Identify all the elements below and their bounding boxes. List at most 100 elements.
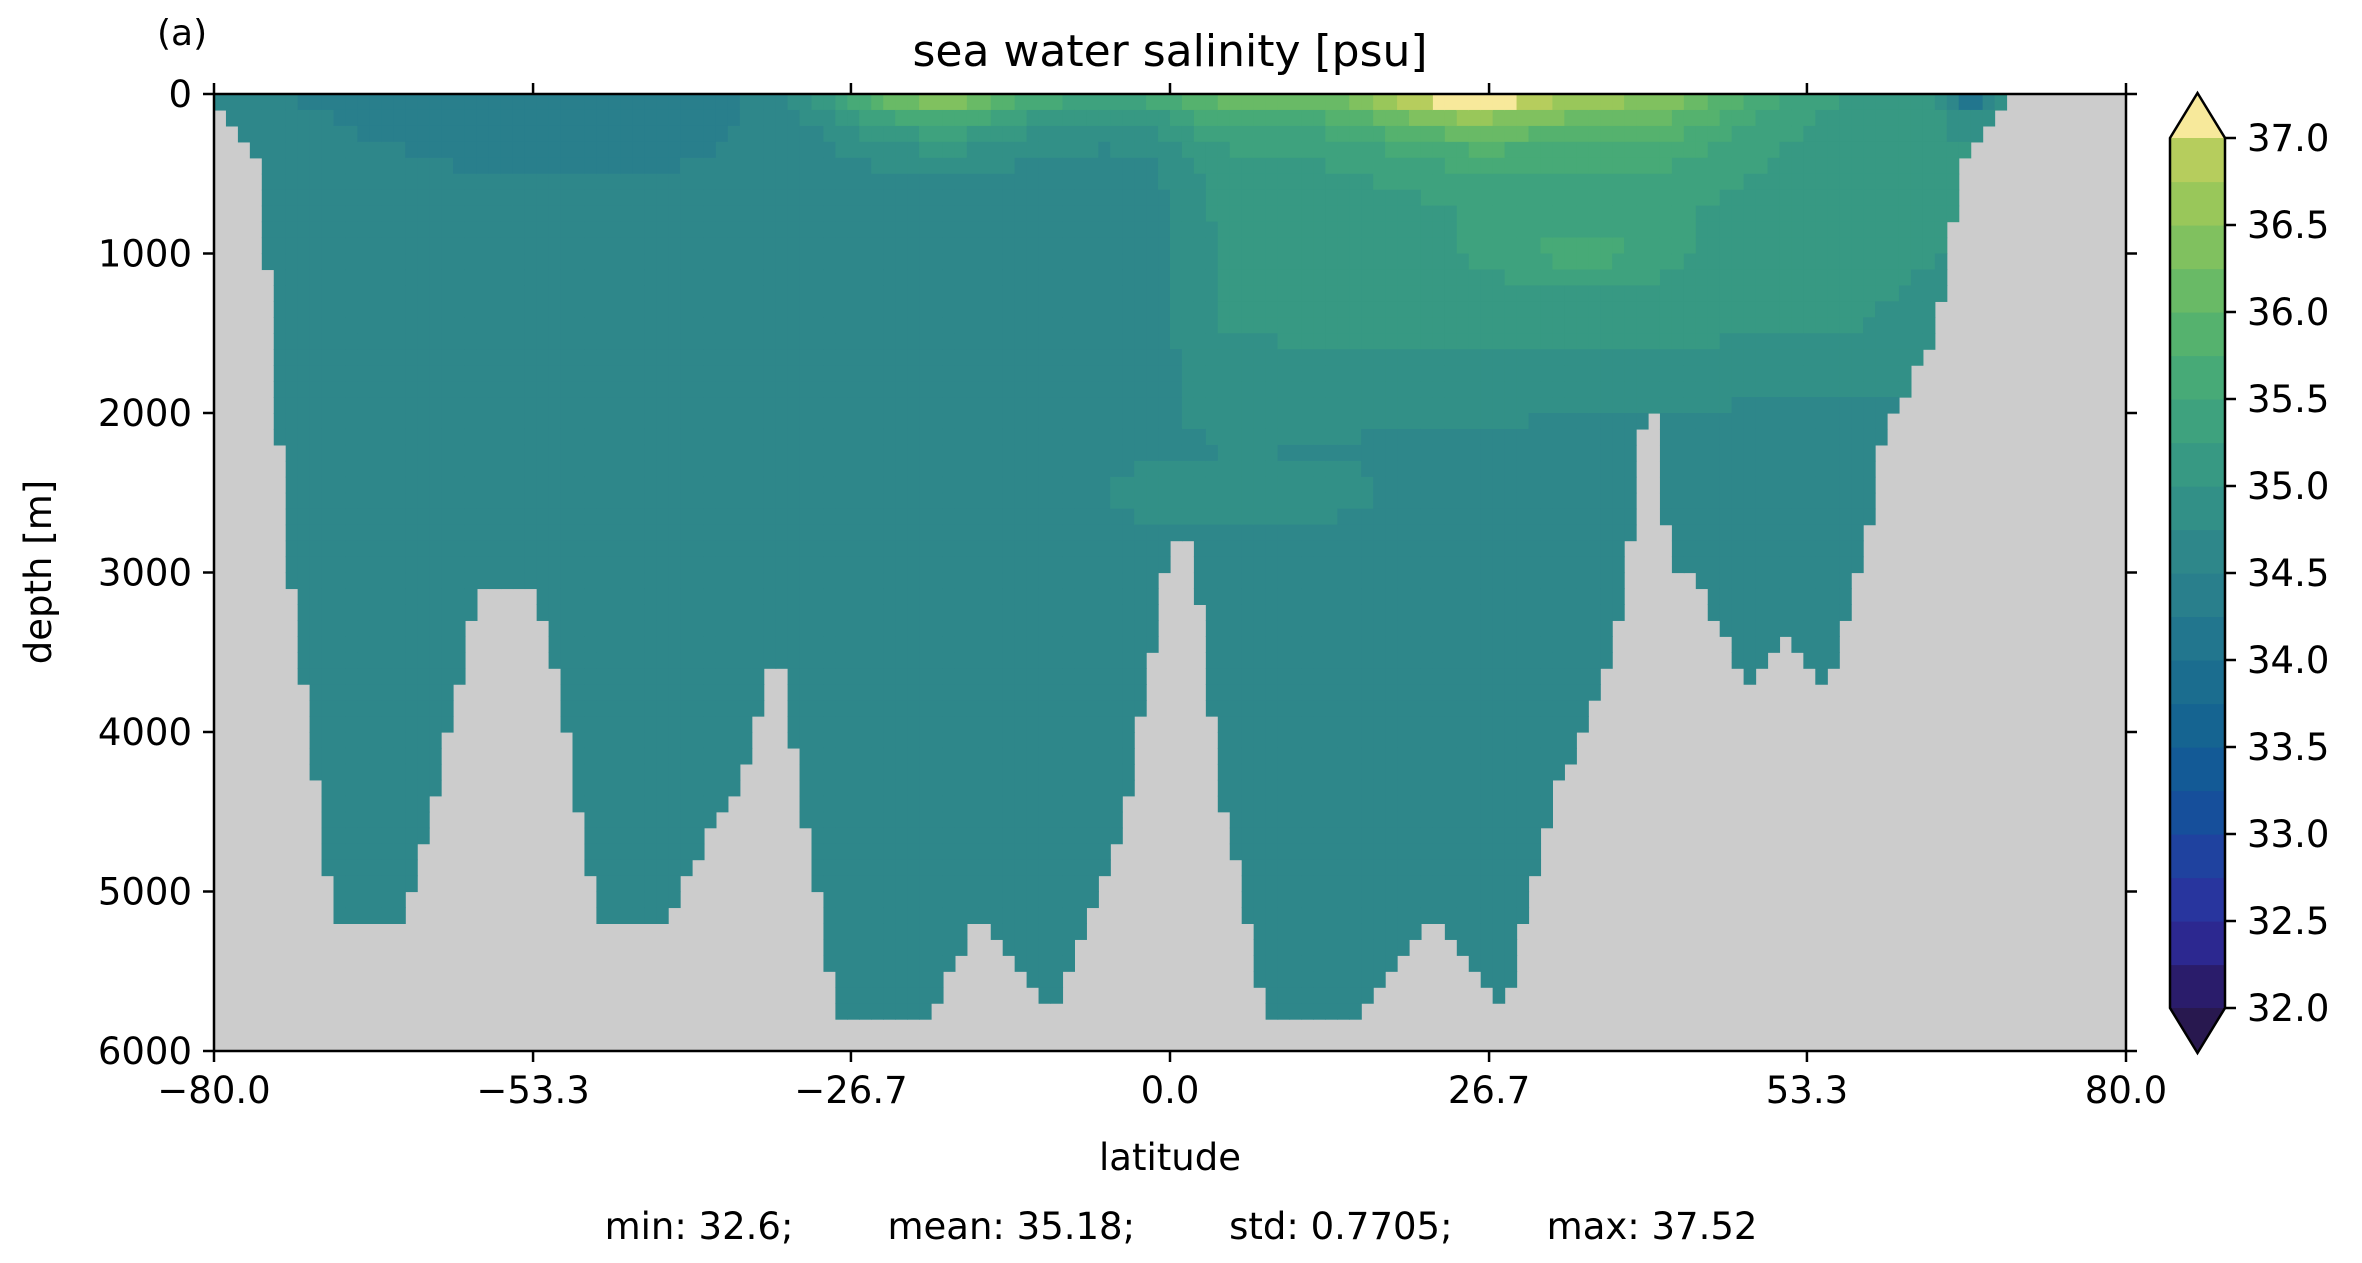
salinity-cell (907, 875, 920, 893)
salinity-cell (895, 955, 908, 972)
salinity-cell (1432, 365, 1446, 382)
salinity-cell (1468, 285, 1482, 302)
salinity-cell (1349, 652, 1362, 669)
salinity-cell (524, 476, 538, 494)
salinity-cell (1277, 444, 1291, 462)
salinity-cell (1468, 237, 1482, 255)
salinity-cell (345, 492, 358, 510)
salinity-cell (321, 141, 335, 159)
salinity-cell (1002, 524, 1016, 542)
salinity-cell (1062, 157, 1075, 175)
salinity-cell (572, 349, 586, 366)
salinity-cell (369, 811, 382, 829)
salinity-cell (488, 109, 502, 127)
salinity-cell (453, 476, 466, 494)
salinity-cell (273, 428, 287, 446)
salinity-cell (620, 859, 633, 877)
salinity-cell (811, 173, 825, 191)
salinity-cell (1468, 125, 1482, 143)
salinity-cell (703, 652, 717, 669)
salinity-cell (680, 460, 693, 478)
salinity-cell (1026, 94, 1040, 111)
salinity-cell (1038, 524, 1052, 542)
salinity-cell (1110, 444, 1123, 462)
salinity-cell (297, 109, 311, 127)
salinity-cell (680, 397, 693, 414)
salinity-cell (453, 668, 466, 685)
salinity-cell (464, 141, 478, 159)
salinity-cell (572, 636, 586, 653)
salinity-cell (799, 636, 813, 653)
salinity-cell (1158, 540, 1171, 558)
salinity-cell (895, 365, 908, 382)
salinity-cell (1050, 779, 1064, 797)
salinity-cell (1492, 732, 1506, 749)
salinity-cell (1432, 716, 1446, 733)
salinity-cell (321, 572, 335, 590)
salinity-cell (990, 811, 1004, 829)
salinity-cell (1241, 795, 1255, 813)
salinity-cell (1325, 763, 1338, 781)
salinity-cell (787, 476, 801, 494)
salinity-cell (799, 285, 813, 302)
salinity-cell (1062, 923, 1075, 940)
salinity-cell (1110, 572, 1123, 590)
salinity-cell (1026, 572, 1040, 590)
salinity-cell (1026, 508, 1040, 526)
salinity-cell (214, 94, 227, 111)
salinity-cell (1289, 875, 1303, 893)
salinity-cell (1349, 365, 1362, 382)
salinity-cell (978, 317, 992, 334)
salinity-cell (1110, 141, 1123, 159)
salinity-cell (1385, 620, 1398, 637)
salinity-cell (1420, 843, 1434, 861)
salinity-cell (1420, 428, 1434, 446)
salinity-cell (883, 971, 896, 988)
salinity-cell (381, 317, 394, 334)
salinity-cell (966, 508, 980, 526)
salinity-cell (1253, 492, 1267, 510)
salinity-cell (560, 221, 574, 239)
salinity-cell (1026, 588, 1040, 605)
salinity-cell (572, 508, 586, 526)
salinity-cell (1217, 349, 1231, 366)
salinity-cell (1313, 732, 1326, 749)
salinity-cell (381, 795, 394, 813)
salinity-cell (680, 763, 693, 781)
salinity-cell (261, 189, 275, 207)
salinity-cell (405, 492, 418, 510)
salinity-cell (835, 572, 848, 590)
salinity-cell (644, 891, 657, 909)
salinity-cell (584, 795, 597, 813)
salinity-cell (1420, 365, 1434, 382)
salinity-cell (1146, 381, 1159, 398)
salinity-cell (321, 221, 335, 239)
salinity-cell (1146, 476, 1159, 494)
salinity-cell (1301, 141, 1314, 159)
salinity-cell (1205, 333, 1219, 350)
salinity-cell (1241, 875, 1255, 893)
salinity-cell (1456, 125, 1470, 143)
salinity-cell (990, 875, 1004, 893)
salinity-cell (1504, 301, 1518, 318)
salinity-cell (1050, 269, 1064, 286)
salinity-cell (1026, 795, 1040, 813)
salinity-cell (1480, 779, 1494, 797)
salinity-cell (1158, 253, 1171, 271)
salinity-cell (1098, 189, 1111, 207)
salinity-cell (1074, 875, 1087, 893)
salinity-cell (668, 875, 681, 893)
salinity-cell (1480, 253, 1494, 271)
salinity-cell (954, 413, 968, 430)
salinity-cell (751, 221, 765, 239)
salinity-cell (990, 317, 1004, 334)
salinity-cell (1444, 141, 1458, 159)
salinity-cell (560, 604, 574, 621)
salinity-cell (1492, 779, 1506, 797)
salinity-cell (1337, 859, 1350, 877)
salinity-cell (1062, 141, 1075, 159)
salinity-cell (668, 157, 681, 175)
salinity-cell (429, 317, 442, 334)
salinity-cell (751, 205, 765, 223)
salinity-cell (536, 237, 550, 255)
